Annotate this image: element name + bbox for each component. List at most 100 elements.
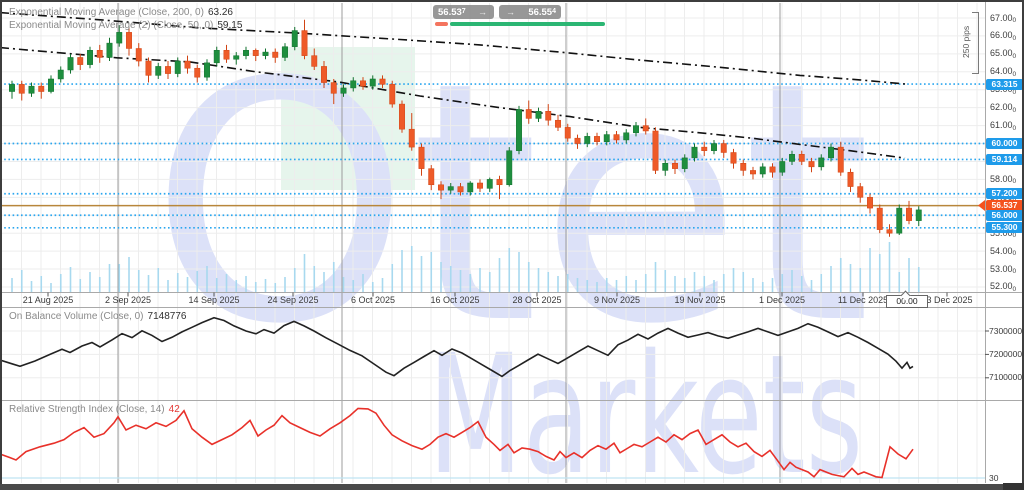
candlesticks <box>9 19 922 237</box>
price-level-badge[interactable]: 60.000 <box>986 138 1023 150</box>
volume-bar <box>820 274 823 292</box>
date-tick-label: 11 Dec 2025 <box>837 295 889 305</box>
date-tick-label: 19 Nov 2025 <box>674 295 726 305</box>
buy-button[interactable]: → 56.554 <box>499 5 561 19</box>
candle <box>57 69 64 80</box>
candle <box>711 143 717 151</box>
volume-bar <box>79 279 82 292</box>
measure-tool[interactable]: 250 pips <box>951 12 979 74</box>
candle <box>213 50 220 64</box>
candle <box>38 85 45 92</box>
window-right-edge <box>1022 0 1024 490</box>
price-tick-label: 61.000 <box>990 120 1017 132</box>
date-tick-label: 9 Nov 2025 <box>593 295 641 305</box>
volume-bar <box>176 273 179 292</box>
volume-bar <box>869 248 871 292</box>
volume-bar <box>254 282 257 292</box>
volume-bar <box>752 278 754 292</box>
volume-bar <box>128 257 130 292</box>
price-tick-label: 64.000 <box>990 66 1017 78</box>
rsi-line <box>0 407 914 479</box>
volume-bar <box>527 262 530 292</box>
price-level-badge[interactable]: 55.300 <box>986 222 1023 234</box>
volume-bar <box>635 280 637 292</box>
candle <box>613 134 620 141</box>
candle <box>321 66 327 83</box>
candle <box>837 146 844 173</box>
candle <box>740 163 747 171</box>
date-tick-label: 21 Aug 2025 <box>22 295 74 305</box>
candle <box>155 66 162 76</box>
volume-bar <box>108 264 111 292</box>
price-level-badge[interactable]: 56.000 <box>986 209 1023 221</box>
candle <box>584 136 591 144</box>
candle <box>496 179 503 186</box>
volume-bar <box>264 279 267 292</box>
date-tick-label: 2 Sep 2025 <box>104 295 152 305</box>
volume-bar <box>362 274 364 292</box>
price-level-badge[interactable]: 63.315 <box>986 78 1023 90</box>
volume-bar <box>293 268 296 292</box>
ema-lines <box>0 11 906 159</box>
legend-ema200-value: 63.26 <box>207 7 233 18</box>
candle <box>876 207 883 230</box>
candle <box>233 55 240 60</box>
volume-bar <box>898 272 901 292</box>
candle <box>828 146 834 159</box>
volume-bar <box>761 282 764 292</box>
volume-bar <box>605 278 608 292</box>
legend-obv-label: On Balance Volume (Close, 0) <box>9 311 144 322</box>
candle <box>896 207 903 234</box>
candle <box>135 48 142 62</box>
volume-bar <box>469 274 472 292</box>
candle <box>126 32 132 49</box>
candle <box>701 146 708 151</box>
candle <box>457 186 464 193</box>
candle <box>662 163 669 171</box>
volume-bar <box>644 274 647 292</box>
volume-bar <box>303 254 306 292</box>
volume-bar <box>137 270 140 292</box>
candle <box>428 168 435 186</box>
price-level-badge[interactable]: 57.200 <box>986 188 1023 200</box>
sentiment-sell-bar <box>435 22 448 26</box>
sentiment-buy-bar <box>450 22 605 26</box>
price-level-badge[interactable]: 56.537 <box>986 200 1023 212</box>
candle <box>779 161 786 173</box>
sell-button[interactable]: 56.537 → <box>433 5 494 19</box>
candle <box>594 136 600 142</box>
price-tick-label: 62.000 <box>990 102 1017 114</box>
date-tick-label: 28 Oct 2025 <box>512 295 562 305</box>
volume-bars <box>11 242 920 292</box>
candle <box>906 207 912 221</box>
candle <box>223 50 230 60</box>
volume-bar <box>313 266 316 292</box>
highlight-zone <box>281 47 415 190</box>
candle <box>574 137 581 144</box>
volume-bar <box>147 275 150 292</box>
volume-bar <box>732 268 735 292</box>
volume-bar <box>791 270 793 292</box>
volume-bar <box>722 274 725 292</box>
volume-bar <box>781 274 784 292</box>
candle <box>652 130 659 171</box>
volume-bar <box>830 266 832 292</box>
candle <box>633 125 639 134</box>
price-level-badge[interactable]: 59.114 <box>986 153 1023 165</box>
volume-bar <box>342 277 345 292</box>
bid-price: 56.537 <box>438 6 466 18</box>
candle <box>642 125 649 132</box>
candle <box>389 84 396 105</box>
volume-bar <box>30 281 33 292</box>
candle <box>798 154 805 162</box>
legend-rsi-label: Relative Strength Index (Close, 14) <box>9 404 165 415</box>
legend-ema50-value: 59.15 <box>217 20 243 31</box>
volume-bar <box>596 282 598 292</box>
volume-bar <box>810 280 813 292</box>
volume-bar <box>196 271 199 292</box>
bottom-scrollbar[interactable] <box>0 484 1024 490</box>
volume-bar <box>186 277 189 292</box>
